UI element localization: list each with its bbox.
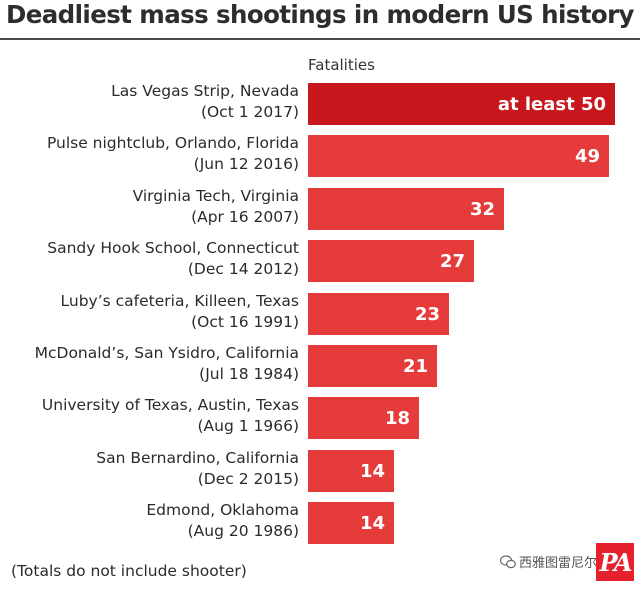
row-place: Luby’s cafeteria, Killeen, Texas xyxy=(60,292,299,310)
footnote: (Totals do not include shooter) xyxy=(11,562,247,580)
bar: 21 xyxy=(308,345,437,387)
row-place: Sandy Hook School, Connecticut xyxy=(47,239,299,257)
bar-value-label: 14 xyxy=(359,460,385,482)
axis-label: Fatalities xyxy=(308,56,375,74)
bar: 23 xyxy=(308,293,449,335)
wechat-icon xyxy=(500,554,516,568)
bar: 32 xyxy=(308,188,504,230)
bar-value-label: 21 xyxy=(402,355,428,377)
row-place: McDonald’s, San Ysidro, California xyxy=(34,344,299,362)
row-place: Pulse nightclub, Orlando, Florida xyxy=(46,134,299,152)
bar: 18 xyxy=(308,397,419,439)
row-place: Las Vegas Strip, Nevada xyxy=(111,82,299,100)
row-label: McDonald’s, San Ysidro, California (Jul 1… xyxy=(35,343,299,385)
row-label: San Bernardino, California (Dec 2 2015) xyxy=(96,448,299,490)
row-date: (Aug 1 1966) xyxy=(197,417,299,435)
bar-value-label: 27 xyxy=(439,250,465,272)
row-place: San Bernardino, California xyxy=(96,449,299,467)
row-label: Las Vegas Strip, Nevada (Oct 1 2017) xyxy=(111,81,299,123)
bar: 14 xyxy=(308,502,394,544)
row-label: Edmond, Oklahoma (Aug 20 1986) xyxy=(146,500,299,542)
pa-logo: PA xyxy=(596,543,634,581)
row-date: (Dec 2 2015) xyxy=(197,470,299,488)
row-label: Luby’s cafeteria, Killeen, Texas (Oct 16 … xyxy=(61,291,299,333)
bar-value-label: 49 xyxy=(574,145,600,167)
watermark: 西雅图雷尼尔 xyxy=(500,552,597,571)
row-label: Sandy Hook School, Connecticut (Dec 14 20… xyxy=(47,238,299,280)
row-place: Virginia Tech, Virginia xyxy=(132,187,299,205)
row-label: Pulse nightclub, Orlando, Florida (Jun 12… xyxy=(47,133,299,175)
row-date: (Aug 20 1986) xyxy=(187,522,299,540)
row-date: (Apr 16 2007) xyxy=(191,208,299,226)
bar-value-label: 23 xyxy=(414,303,440,325)
bar: 27 xyxy=(308,240,474,282)
row-date: (Jul 18 1984) xyxy=(199,365,299,383)
bar: 49 xyxy=(308,135,609,177)
row-label: University of Texas, Austin, Texas (Aug 1… xyxy=(42,395,299,437)
row-date: (Oct 1 2017) xyxy=(200,103,299,121)
bar: at least 50 xyxy=(308,83,615,125)
bar-value-label: 18 xyxy=(384,407,410,429)
title-divider xyxy=(0,38,640,40)
row-date: (Jun 12 2016) xyxy=(193,155,299,173)
watermark-text: 西雅图雷尼尔 xyxy=(519,556,598,571)
row-place: University of Texas, Austin, Texas xyxy=(41,396,299,414)
row-date: (Dec 14 2012) xyxy=(187,260,299,278)
bar-value-label: 32 xyxy=(469,198,495,220)
bar-value-label: 14 xyxy=(359,512,385,534)
bar: 14 xyxy=(308,450,394,492)
row-place: Edmond, Oklahoma xyxy=(146,501,299,519)
row-date: (Oct 16 1991) xyxy=(191,313,299,331)
bar-value-label: at least 50 xyxy=(497,93,606,115)
chart-title: Deadliest mass shootings in modern US hi… xyxy=(6,0,635,29)
row-label: Virginia Tech, Virginia (Apr 16 2007) xyxy=(133,186,299,228)
